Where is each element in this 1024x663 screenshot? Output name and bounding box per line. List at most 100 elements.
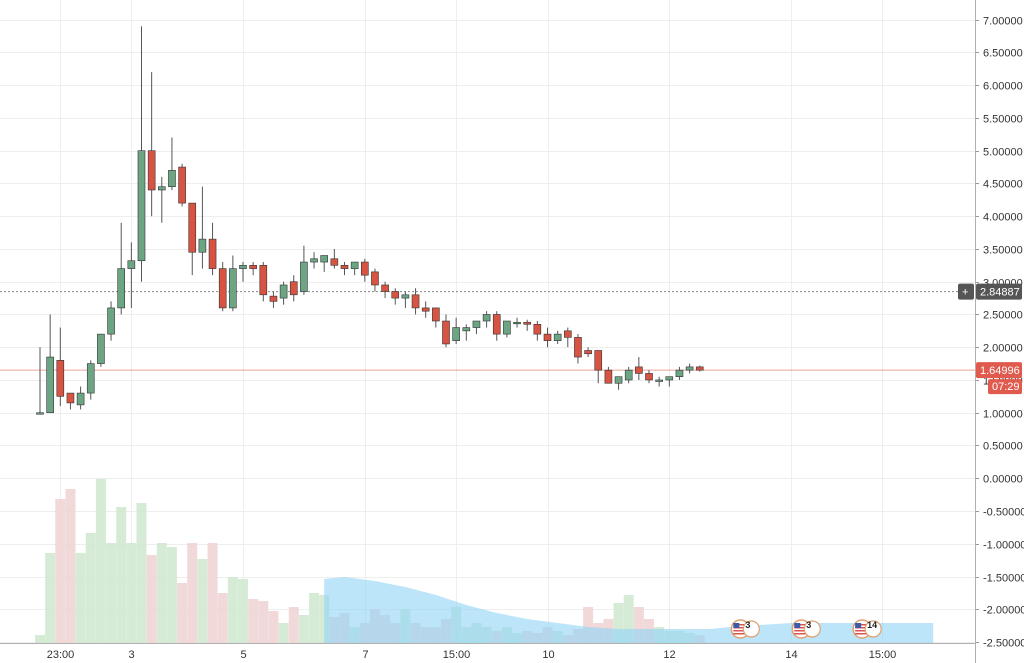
volume-bar: [156, 543, 167, 643]
flag-stripe: [855, 633, 870, 635]
candle: [421, 301, 430, 318]
time-tick-label: 23:00: [47, 649, 75, 661]
candle-body-down: [391, 291, 400, 299]
candle: [350, 261, 359, 276]
crosshair-price-tag: [976, 283, 1022, 300]
event-badge-circle[interactable]: [864, 620, 882, 638]
candle: [289, 275, 298, 302]
volume-bar: [238, 579, 248, 643]
price-tick-label: 4.50000: [983, 179, 1023, 191]
plus-icon[interactable]: +: [962, 287, 968, 299]
volume-bar: [613, 603, 624, 643]
volume-bar: [95, 479, 106, 643]
event-badge-layer[interactable]: 3 3 14: [730, 619, 882, 639]
flag-stripe: [733, 627, 748, 629]
price-tick-label: 6.00000: [983, 81, 1023, 93]
candle-body-up: [198, 238, 207, 253]
candle-body-up: [279, 284, 288, 299]
volume-bar: [116, 507, 127, 643]
volume-bar: [177, 583, 188, 643]
volume-bar: [298, 615, 309, 643]
candle-body-up: [117, 268, 125, 309]
crosshair-price-label: 2.84887: [980, 287, 1020, 299]
candle: [645, 370, 653, 384]
event-badge-count: 3: [806, 620, 811, 630]
volume-bar: [633, 607, 644, 643]
price-tick-label: 4.00000: [983, 212, 1023, 224]
candle: [391, 288, 400, 305]
candle: [594, 350, 603, 384]
volume-bar: [583, 607, 594, 643]
candle-body-down: [492, 314, 501, 335]
candle-body-up: [137, 150, 146, 262]
candle-body-up: [229, 268, 237, 309]
candle: [624, 366, 633, 384]
volume-bar: [35, 635, 45, 643]
candle-body-down: [533, 323, 542, 335]
candle-body-down: [442, 320, 450, 345]
candle-body-up: [472, 320, 481, 328]
volume-bar: [278, 623, 289, 643]
candle-body-down: [178, 166, 186, 204]
event-badge-circle[interactable]: [742, 620, 760, 638]
candle-body-down: [218, 268, 227, 309]
volume-bar: [623, 595, 634, 643]
candle: [371, 268, 379, 292]
candle-body-down: [695, 366, 704, 371]
candle: [533, 321, 542, 341]
crosshair-plus-button[interactable]: [958, 283, 974, 300]
volume-bar: [126, 543, 137, 643]
plot-background: [0, 0, 975, 643]
candle: [218, 262, 227, 312]
flag-stripe: [733, 633, 748, 635]
event-badge-circle[interactable]: [803, 620, 821, 638]
candle: [432, 307, 440, 328]
candle: [584, 347, 592, 358]
candle: [604, 366, 613, 384]
candle: [46, 314, 54, 414]
volume-bar: [106, 543, 117, 643]
event-badge[interactable]: 14: [852, 619, 882, 639]
candle-body-up: [655, 379, 663, 382]
candle: [513, 317, 521, 328]
candle: [442, 314, 450, 348]
price-tick-label: 2.00000: [983, 343, 1023, 355]
volume-bar: [248, 599, 259, 643]
volume-bar: [75, 553, 86, 643]
candle: [66, 392, 75, 410]
event-badge[interactable]: 3: [730, 619, 760, 639]
price-tick-label: 0.00000: [983, 474, 1023, 486]
time-tick-label: 15:00: [869, 649, 897, 661]
candle-layer: [36, 26, 704, 415]
flag-stripe: [733, 624, 748, 626]
candle: [259, 262, 268, 302]
volume-bar: [85, 533, 96, 643]
candle-body-up: [46, 356, 54, 414]
price-tick-label: 7.00000: [983, 16, 1023, 28]
candle: [695, 365, 704, 372]
volume-bar: [146, 555, 157, 643]
candle: [178, 163, 186, 207]
price-tick-label: -1.00000: [983, 540, 1024, 552]
candle: [492, 311, 501, 341]
flag-stripe: [794, 630, 809, 632]
candle-body-up: [624, 369, 633, 381]
candle-body-down: [421, 307, 430, 312]
candle: [614, 376, 623, 390]
candle: [472, 320, 481, 335]
event-badge[interactable]: 3: [791, 619, 821, 639]
last-price-tag: [976, 362, 1022, 379]
flag-stripe: [794, 624, 809, 626]
volume-bar: [65, 489, 76, 643]
candle-body-up: [401, 294, 410, 299]
candle-body-up: [320, 255, 329, 263]
candle-body-down: [594, 350, 603, 371]
candle: [462, 324, 471, 341]
candle-body-up: [614, 376, 623, 384]
candle: [503, 320, 511, 338]
flag-stripe: [855, 627, 870, 629]
candle-body-up: [665, 376, 674, 381]
time-tick-label: 12: [663, 649, 675, 661]
price-tick-label: -2.50000: [983, 638, 1024, 650]
